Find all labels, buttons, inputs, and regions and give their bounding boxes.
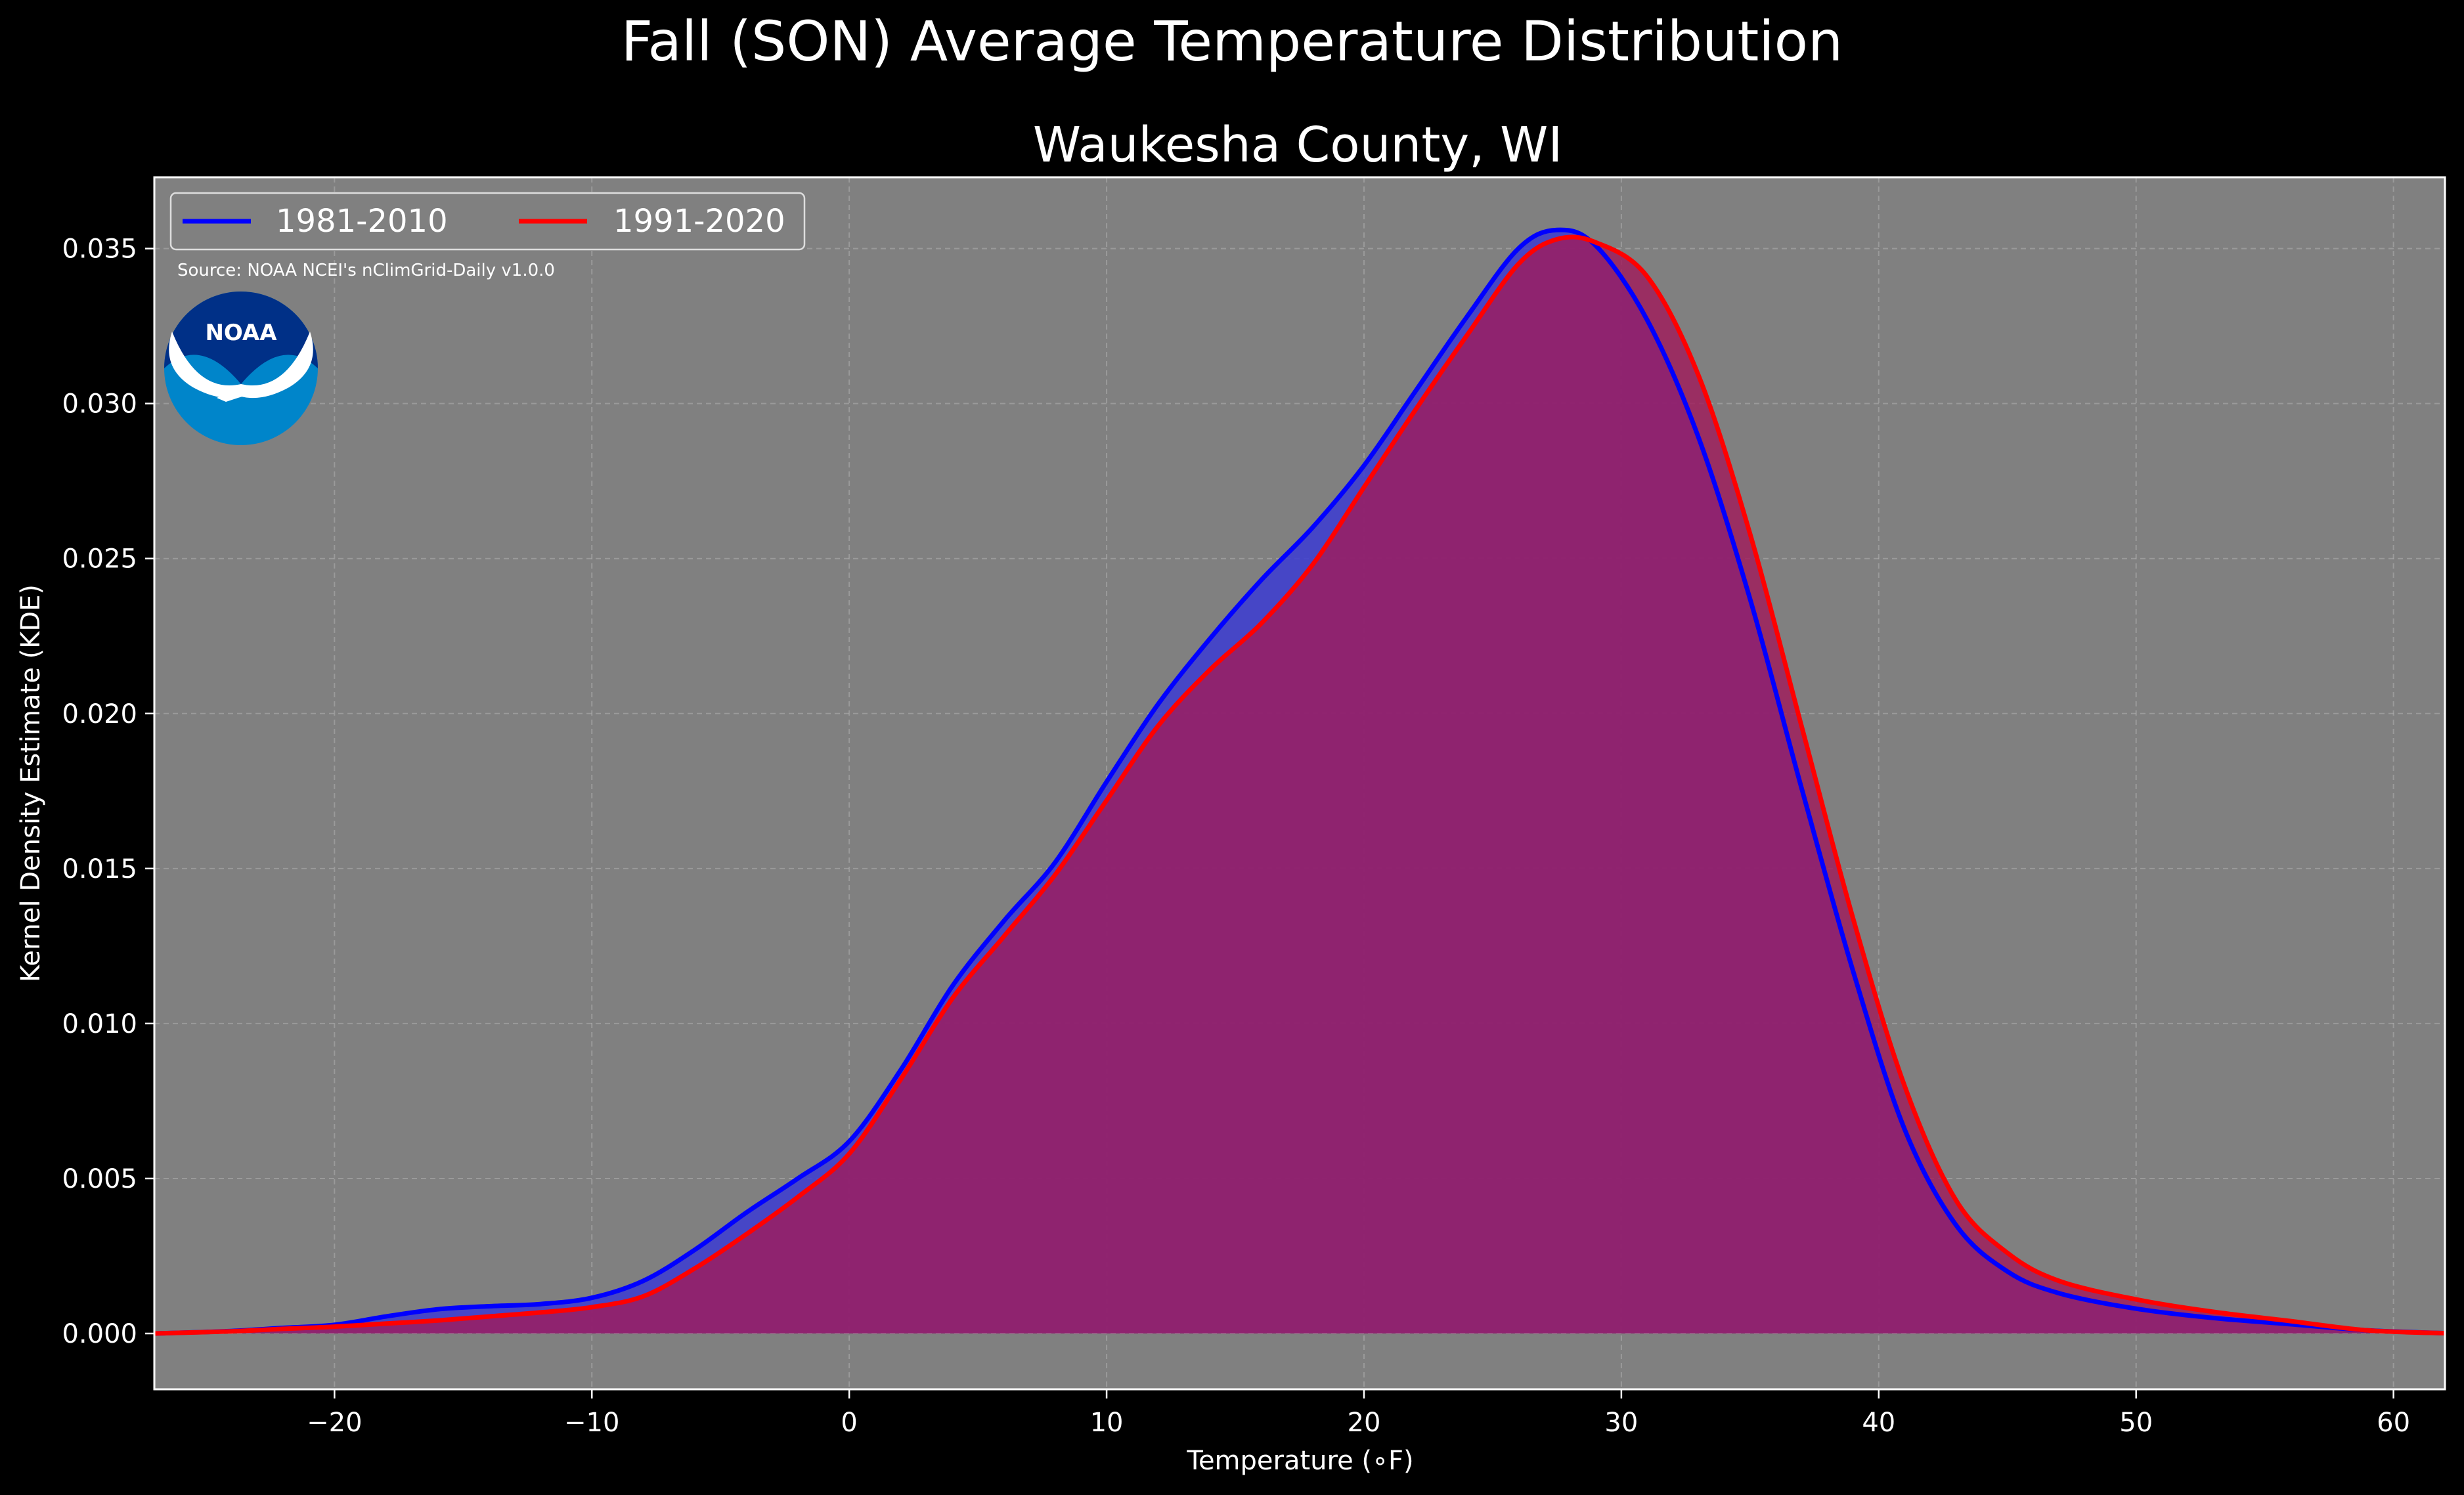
- legend-box: [169, 192, 806, 251]
- x-tick-label: 40: [1862, 1408, 1895, 1438]
- y-tick-label: 0.030: [62, 389, 137, 420]
- y-tick-label: 0.020: [62, 699, 137, 729]
- x-tick-label: 60: [2377, 1408, 2410, 1438]
- noaa-logo: NOAA: [164, 292, 318, 445]
- y-tick-label: 0.010: [62, 1009, 137, 1039]
- legend-label-1981-2010: 1981-2010: [276, 203, 448, 240]
- y-tick-label: 0.035: [62, 234, 137, 265]
- chart-subtitle: Waukesha County, WI: [1033, 117, 1562, 173]
- x-tick-label: 0: [841, 1408, 857, 1438]
- series-fills: [154, 230, 2445, 1333]
- y-tick-label: 0.025: [62, 544, 137, 574]
- plot-frame: [153, 176, 2446, 1391]
- series-line-1981-2010: [154, 227, 2446, 1336]
- x-axis-label: Temperature (∘F): [1186, 1446, 1413, 1476]
- legend: 1981-2010 1991-2020: [169, 192, 806, 251]
- x-tick-label: 10: [1090, 1408, 1124, 1438]
- source-annotation: Source: NOAA NCEI's nClimGrid-Daily v1.0…: [177, 261, 555, 280]
- noaa-logo-wing: [217, 386, 275, 402]
- noaa-logo-upper-half: [164, 292, 318, 384]
- legend-label-1991-2020: 1991-2020: [613, 203, 785, 240]
- x-tick-label: −10: [564, 1408, 619, 1438]
- y-axis-label: Kernel Density Estimate (KDE): [16, 584, 46, 982]
- y-tick-label: 0.005: [62, 1164, 137, 1194]
- noaa-logo-wordmark: NOAA: [205, 320, 277, 346]
- x-tick-label: 50: [2119, 1408, 2153, 1438]
- series-line-1991-2020: [154, 234, 2446, 1336]
- series-fill-1991-2020: [154, 236, 2445, 1333]
- y-tick-label: 0.000: [62, 1319, 137, 1349]
- chart-title: Fall (SON) Average Temperature Distribut…: [621, 9, 1843, 74]
- noaa-logo-gull: [169, 332, 313, 399]
- series-lines: [154, 227, 2446, 1336]
- x-tick-label: 20: [1348, 1408, 1381, 1438]
- x-tick-label: −20: [307, 1408, 362, 1438]
- x-axis-ticks: −20 −10 0 10 20 30 40 50 60: [307, 1389, 2410, 1438]
- x-tick-label: 30: [1604, 1408, 1638, 1438]
- y-axis-ticks: 0.000 0.005 0.010 0.015 0.020 0.025 0.030 0.035: [62, 234, 154, 1349]
- y-tick-label: 0.015: [62, 854, 137, 884]
